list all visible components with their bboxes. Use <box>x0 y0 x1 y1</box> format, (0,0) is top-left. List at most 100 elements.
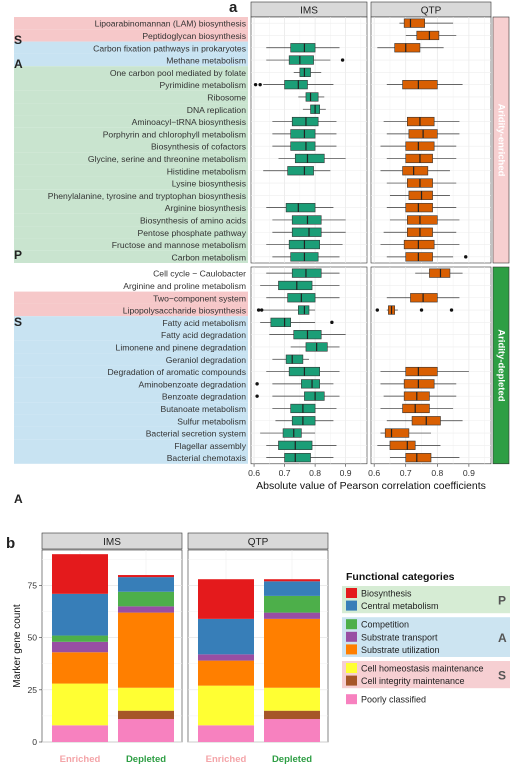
category-band <box>14 238 248 251</box>
bar-segment <box>264 618 320 688</box>
box-iqr <box>402 80 438 90</box>
boxplot-qtp <box>386 203 457 213</box>
category-letter-s: S <box>14 33 22 47</box>
boxplot-ims <box>266 203 334 213</box>
boxplot-ims <box>302 104 326 114</box>
box-iqr <box>284 453 311 463</box>
legend-group-band <box>342 661 510 689</box>
boxplot-ims <box>293 67 322 77</box>
category-band <box>14 103 248 116</box>
y-tick-label: 0 <box>32 737 37 747</box>
pathway-label: Limonene and pinene degradation <box>116 342 247 352</box>
box-iqr <box>285 354 304 364</box>
y-tick-label: 50 <box>27 633 37 643</box>
boxplot-ims <box>263 80 334 90</box>
boxplot-qtp <box>380 166 450 176</box>
pathway-label: Carbon metabolism <box>171 252 246 262</box>
boxplot-qtp <box>386 416 463 426</box>
boxplot-qtp <box>380 141 457 151</box>
boxplot-ims <box>278 153 346 164</box>
boxplot-ims <box>260 317 316 327</box>
legend-swatch <box>346 631 357 642</box>
pathway-label: Peptidoglycan biosynthesis <box>142 31 246 41</box>
pathway-label: Biosynthesis of amino acids <box>140 215 246 225</box>
pathway-label: Lysine biosynthesis <box>172 179 246 189</box>
category-band <box>14 140 248 153</box>
category-band <box>14 439 248 452</box>
category-band <box>14 213 248 227</box>
legend-swatch <box>346 644 357 655</box>
category-letter-a: A <box>14 492 23 506</box>
legend-group-band <box>342 586 510 614</box>
outlier-point <box>464 255 468 259</box>
category-band <box>14 41 248 54</box>
x-tick-label: 0.8 <box>309 468 321 478</box>
pathway-label: Carbon fixation pathways in prokaryotes <box>93 43 246 53</box>
pathway-label: Fatty acid degradation <box>161 330 246 340</box>
bar-segment <box>52 725 108 742</box>
y-tick-label: 75 <box>27 580 37 590</box>
pathway-label: Pyrimidine metabolism <box>160 80 246 90</box>
pathway-label: Porphyrin and chlorophyll metabolism <box>103 129 246 139</box>
bar-segment <box>52 635 108 642</box>
x-category-label: Depleted <box>272 754 312 765</box>
pathway-label: Butanoate metabolism <box>160 404 246 414</box>
bar-segment <box>264 612 320 619</box>
box-iqr <box>405 252 433 262</box>
legend-swatch <box>346 600 357 611</box>
boxplot-qtp <box>389 190 450 200</box>
plot-panel-qtp-enriched <box>370 16 492 264</box>
legend-swatch <box>346 694 357 705</box>
bar-segment <box>264 710 320 720</box>
legend-group-letter: S <box>498 669 506 683</box>
bar-segment <box>198 660 254 686</box>
boxplot-ims <box>260 305 316 315</box>
boxplot-qtp <box>415 268 463 278</box>
bar-segment <box>118 606 174 613</box>
category-band <box>14 402 248 415</box>
bar-segment <box>264 595 320 613</box>
box-iqr <box>290 129 316 139</box>
boxplot-qtp <box>380 428 431 438</box>
bar-segment <box>198 579 254 619</box>
box-iqr <box>389 440 416 450</box>
box-iqr <box>305 92 319 102</box>
outlier-point <box>255 382 259 386</box>
category-band <box>14 291 248 304</box>
boxplot-qtp <box>386 293 460 303</box>
box-iqr <box>402 403 430 414</box>
box-iqr <box>402 166 429 176</box>
category-band <box>14 390 248 403</box>
boxplot-ims <box>269 330 346 340</box>
boxplot-qtp <box>383 227 457 237</box>
pathway-label: Fructose and mannose metabolism <box>112 240 246 250</box>
box-iqr <box>301 379 320 389</box>
category-band <box>14 127 248 140</box>
y-axis-title: Marker gene count <box>12 604 23 688</box>
category-band <box>14 451 248 464</box>
box-iqr <box>384 428 410 438</box>
facet-label-b-ims: IMS <box>103 537 121 548</box>
boxplot-qtp <box>377 440 441 450</box>
boxplot-ims <box>266 268 340 278</box>
category-band <box>14 189 248 202</box>
pathway-label: Glycine, serine and threonine metabolism <box>88 154 246 164</box>
boxplot-ims <box>272 252 340 262</box>
boxplot-ims <box>266 43 340 53</box>
box-iqr <box>408 190 433 200</box>
pathway-label: Sulfur metabolism <box>177 416 246 426</box>
pathway-label: Bacterial secretion system <box>146 429 246 439</box>
legend-item-label: Central metabolism <box>361 601 439 611</box>
boxplot-ims <box>272 215 346 225</box>
bar-segment <box>52 683 108 726</box>
box-iqr <box>294 153 325 164</box>
outlier-point <box>375 308 380 312</box>
boxplot-qtp <box>405 30 457 41</box>
boxplot-ims <box>272 129 337 139</box>
category-band <box>14 303 248 317</box>
box-iqr <box>403 18 425 28</box>
category-band <box>14 164 248 177</box>
bar-segment <box>52 593 108 636</box>
x-tick-label: 0.7 <box>400 468 412 478</box>
bar-segment <box>264 581 320 596</box>
